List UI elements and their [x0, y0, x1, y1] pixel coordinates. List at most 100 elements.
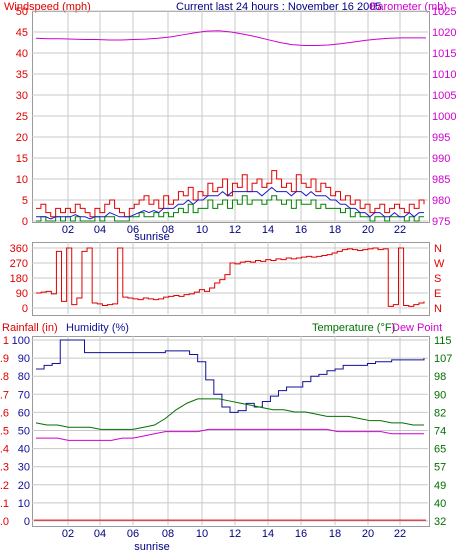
humidity-tick-label: 30: [18, 462, 30, 474]
chart-title: Current last 24 hours : November 16 2005: [176, 1, 381, 13]
dewpoint-axis-label: Dew Point: [392, 322, 442, 334]
wind-average-line: [36, 186, 424, 220]
baro-axis-label: Barometer (mb): [370, 1, 447, 13]
y2-tick-label: W: [434, 258, 445, 270]
rain-tick-label: .2: [0, 480, 9, 492]
humidity-tick-label: 10: [18, 498, 30, 510]
temperature-line: [35, 398, 424, 430]
temp-tick-label: 40: [434, 498, 446, 510]
humidity-tick-label: 100: [12, 335, 30, 347]
y2-tick-label: 1010: [432, 69, 456, 81]
x-tick-label: 14: [262, 528, 274, 540]
temp-tick-label: 32: [434, 516, 446, 528]
y-tick-label: 5: [22, 195, 28, 207]
temp-tick-label: 90: [434, 389, 446, 401]
rain-tick-label: .6: [0, 407, 9, 419]
y2-tick-label: 995: [432, 132, 450, 144]
rain-tick-label: .4: [0, 444, 9, 456]
y-tick-label: 50: [16, 6, 28, 18]
humidity-tick-label: 20: [18, 480, 30, 492]
x-tick-label: 20: [362, 224, 374, 236]
temp-tick-label: 74: [434, 426, 446, 438]
x-tick-label: 06: [127, 224, 139, 236]
x-tick-label: 12: [229, 528, 241, 540]
y2-tick-label: 1005: [432, 90, 456, 102]
y-tick-label: 25: [16, 111, 28, 123]
x-tick-label: 22: [394, 528, 406, 540]
x-tick-label: 14: [262, 224, 274, 236]
windspeed-line: [36, 170, 425, 218]
y-tick-label: 360: [10, 243, 28, 255]
x-tick-label: 16: [295, 528, 307, 540]
rain-tick-label: .3: [0, 462, 9, 474]
y-tick-label: 40: [16, 48, 28, 60]
rain-tick-label: 1: [3, 335, 9, 347]
humidity-axis-label: Humidity (%): [66, 322, 129, 334]
temp-tick-label: 98: [434, 371, 446, 383]
y2-tick-label: N: [434, 303, 442, 315]
rain-tick-label: .8: [0, 371, 9, 383]
rain-axis-label: Rainfall (in): [2, 322, 58, 334]
x-tick-label: 04: [94, 528, 106, 540]
rain-tick-label: .0: [0, 516, 9, 528]
x-tick-label: 16: [295, 224, 307, 236]
sunrise-marker: sunrise: [134, 541, 169, 553]
y-tick-label: 90: [16, 288, 28, 300]
humidity-tick-label: 80: [18, 371, 30, 383]
temp-axis-label: Temperature (°F): [312, 322, 395, 334]
y2-tick-label: 985: [432, 174, 450, 186]
humidity-tick-label: 40: [18, 444, 30, 456]
y2-tick-label: 990: [432, 153, 450, 165]
y-tick-label: 0: [22, 216, 28, 228]
y2-tick-label: 1020: [432, 27, 456, 39]
x-tick-label: 10: [196, 528, 208, 540]
temp-tick-label: 49: [434, 480, 446, 492]
y-tick-label: 180: [10, 273, 28, 285]
x-tick-label: 12: [229, 224, 241, 236]
y-tick-label: 45: [16, 27, 28, 39]
y2-tick-label: 1025: [432, 6, 456, 18]
y-tick-label: 20: [16, 132, 28, 144]
x-tick-label: 08: [162, 528, 174, 540]
humidity-tick-label: 60: [18, 407, 30, 419]
y-tick-label: 30: [16, 90, 28, 102]
humidity-tick-label: 90: [18, 353, 30, 365]
x-tick-label: 10: [196, 224, 208, 236]
rain-tick-label: .1: [0, 498, 9, 510]
wind-gust-line: [36, 195, 424, 222]
x-tick-label: 04: [94, 224, 106, 236]
y2-tick-label: 1015: [432, 48, 456, 60]
rain-tick-label: .5: [0, 426, 9, 438]
x-tick-label: 18: [329, 224, 341, 236]
x-tick-label: 22: [394, 224, 406, 236]
humidity-tick-label: 0: [24, 516, 30, 528]
y-tick-label: 15: [16, 153, 28, 165]
y-tick-label: 270: [10, 258, 28, 270]
temp-tick-label: 57: [434, 462, 446, 474]
y2-tick-label: N: [434, 243, 442, 255]
dewpoint-line: [36, 428, 424, 441]
y-tick-label: 0: [22, 303, 28, 315]
x-tick-label: 02: [62, 224, 74, 236]
x-tick-label: 20: [362, 528, 374, 540]
y-tick-label: 10: [16, 174, 28, 186]
y2-tick-label: 980: [432, 195, 450, 207]
wind-direction-line: [36, 247, 425, 307]
y2-tick-label: S: [434, 273, 441, 285]
wind-axis-label: Windspeed (mph): [4, 1, 91, 13]
x-tick-label: 08: [162, 224, 174, 236]
x-tick-label: 06: [127, 528, 139, 540]
wind-baro-chart-frame: [32, 11, 430, 223]
sunrise-marker: sunrise: [134, 231, 169, 243]
x-tick-label: 18: [329, 528, 341, 540]
temp-tick-label: 65: [434, 444, 446, 456]
y2-tick-label: 1000: [432, 111, 456, 123]
rain-tick-label: .9: [0, 353, 9, 365]
humidity-line: [36, 339, 425, 413]
temp-tick-label: 107: [434, 353, 452, 365]
humidity-tick-label: 70: [18, 389, 30, 401]
x-tick-label: 02: [62, 528, 74, 540]
temp-tick-label: 115: [434, 335, 452, 347]
